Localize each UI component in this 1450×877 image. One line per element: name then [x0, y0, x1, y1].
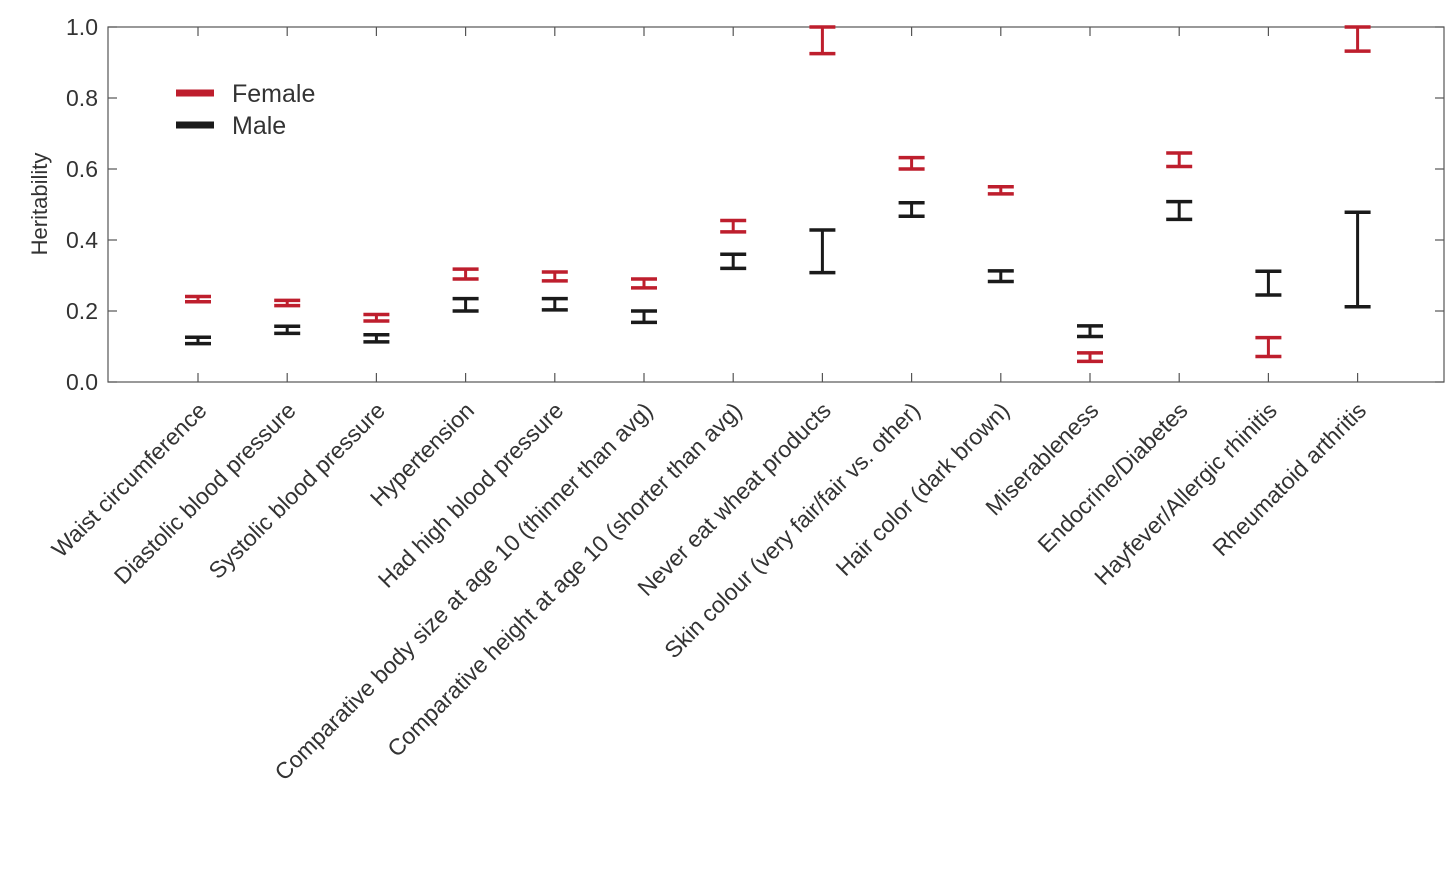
x-category-label: Hair color (dark brown): [831, 397, 1015, 581]
y-tick-label: 1.0: [66, 14, 98, 40]
errorbar-female: [452, 267, 479, 281]
errorbar-female: [541, 270, 568, 283]
errorbar-male: [631, 309, 657, 325]
y-axis: 0.0 0.2 0.4 0.6 0.8 1.0: [66, 14, 1444, 395]
x-category-label: Diastolic blood pressure: [109, 397, 301, 589]
plot-border: [107, 26, 1445, 383]
errorbar-female: [898, 155, 925, 171]
y-tick-label: 0.2: [66, 298, 98, 324]
x-category-label: Endocrine/Diabetes: [1032, 397, 1192, 557]
errorbar-female: [1255, 335, 1282, 359]
legend: Female Male: [176, 80, 315, 140]
errorbar-female: [631, 277, 657, 290]
y-tick-label: 0.4: [66, 227, 98, 253]
errorbar-male: [720, 252, 747, 271]
series-layer: [185, 25, 1371, 364]
errorbar-male: [363, 333, 390, 344]
series-female: [185, 25, 1371, 364]
legend-label: Female: [232, 80, 315, 108]
errorbar-male: [452, 296, 479, 313]
errorbar-male: [1255, 269, 1282, 297]
errorbar-female: [987, 185, 1014, 196]
errorbar-female: [720, 218, 747, 234]
errorbar-female: [185, 294, 211, 304]
errorbar-male: [1166, 199, 1193, 222]
plot-frame: [107, 26, 1445, 383]
x-category-label: Rheumatoid arthritis: [1207, 397, 1371, 561]
errorbar-male: [274, 324, 301, 336]
errorbar-male: [1077, 324, 1103, 339]
x-category-label: Waist circumference: [46, 397, 211, 562]
series-male: [185, 199, 1371, 346]
y-tick-label: 0.0: [66, 369, 98, 395]
x-category-label: Had high blood pressure: [373, 397, 569, 593]
x-category-label: Systolic blood pressure: [203, 397, 390, 584]
errorbar-male: [185, 335, 211, 346]
errorbar-female: [363, 312, 390, 323]
errorbar-female: [1077, 351, 1103, 364]
errorbar-male: [987, 269, 1014, 284]
errorbar-female: [809, 25, 836, 56]
legend-label: Male: [232, 112, 286, 140]
legend-item-female: Female: [176, 80, 315, 108]
errorbar-male: [541, 296, 568, 312]
errorbar-male: [809, 228, 836, 275]
legend-item-male: Male: [176, 112, 286, 140]
errorbar-male: [898, 200, 925, 218]
errorbar-female: [1344, 25, 1371, 53]
x-category-label: Hayfever/Allergic rhinitis: [1089, 397, 1282, 590]
errorbar-male: [1344, 210, 1371, 309]
errorbar-female: [1166, 151, 1193, 169]
y-tick-label: 0.6: [66, 156, 98, 182]
errorbar-female: [274, 298, 301, 308]
y-axis-title: Heritability: [27, 153, 52, 256]
y-tick-label: 0.8: [66, 85, 98, 111]
